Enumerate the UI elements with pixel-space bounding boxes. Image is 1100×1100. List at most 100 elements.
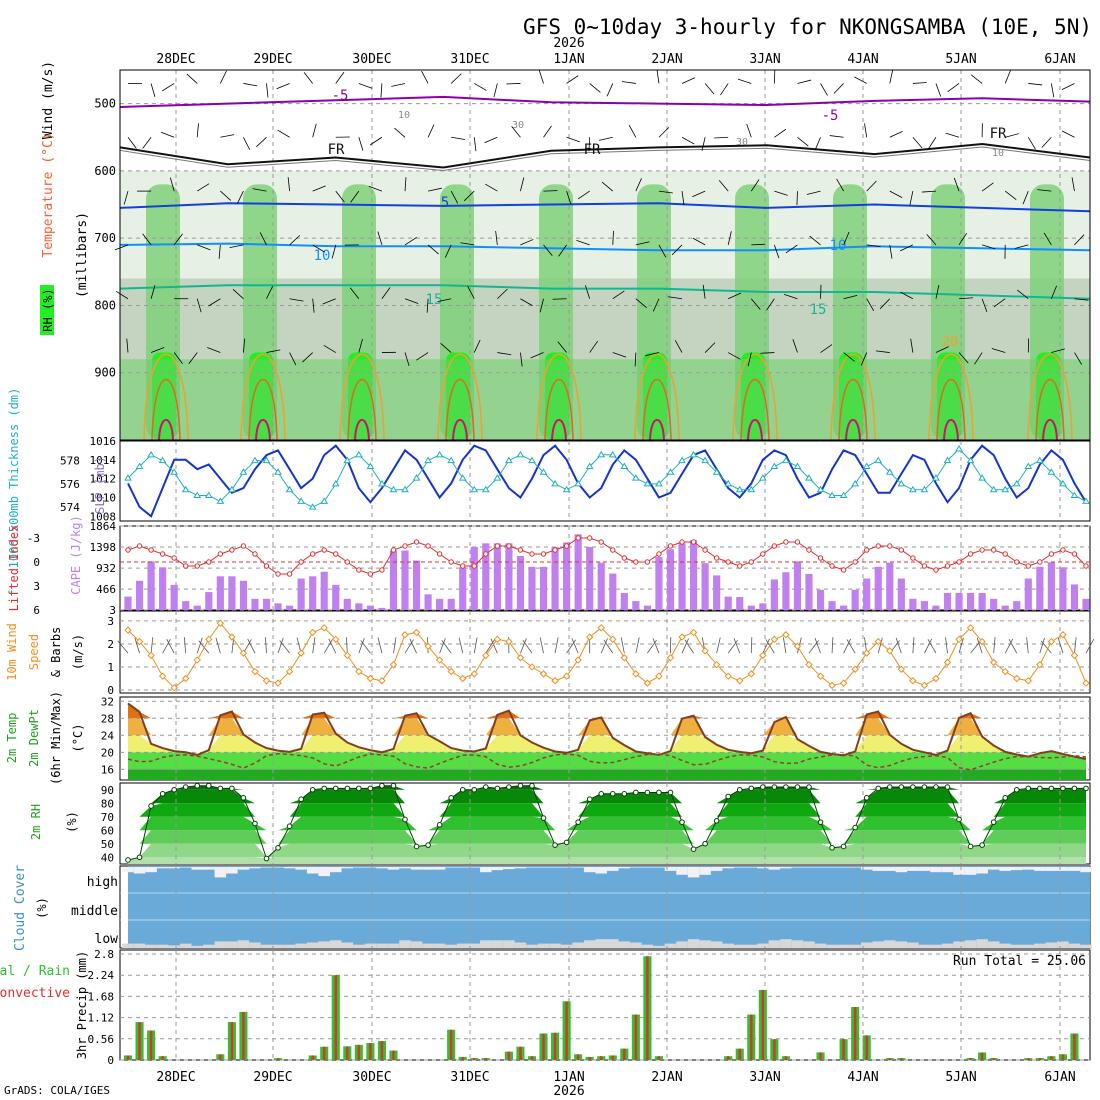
high-cloud-gap [676, 867, 688, 875]
precip-tick-label: 1.12 [88, 1012, 115, 1025]
thickness-point [447, 456, 456, 464]
bottom-day-label: 31DEC [450, 1070, 489, 1085]
isotherm-30-loop [452, 419, 468, 441]
rh-point [1060, 785, 1066, 792]
rh-point [944, 784, 951, 790]
thickness-point [262, 456, 271, 464]
wind-barb [421, 70, 429, 84]
surface-wind-barb [473, 637, 478, 654]
cape-bar [574, 534, 582, 610]
thickness-point [943, 456, 952, 464]
precip-convective-bar [380, 1041, 384, 1060]
temp-axis-label-4: (°C) [71, 724, 85, 753]
rh-point [725, 793, 731, 800]
low-cloud-fill [329, 940, 342, 948]
high-cloud-gap [780, 867, 792, 869]
li-point [252, 551, 258, 557]
li-point [852, 559, 858, 565]
surface-wind-barb [360, 640, 371, 654]
cape-bar [447, 598, 455, 610]
wind-barb [369, 136, 383, 146]
bottom-time-axis: 28DEC 29DEC 30DEC 31DEC 1JAN 2JAN 3JAN 4JAN 5JAN… [156, 1070, 1075, 1099]
wind-barb [1051, 348, 1066, 353]
li-point [1025, 563, 1031, 569]
surface-wind-barb [166, 638, 175, 654]
precip-convective-bar [530, 1056, 534, 1060]
low-cloud-fill [283, 944, 296, 948]
isotherm-25-loop [740, 378, 770, 441]
low-cloud-fill [260, 944, 273, 948]
thickness-point [505, 456, 513, 464]
temp-axis-label-2: 2m DewPt [27, 709, 41, 767]
low-cloud-fill [1080, 944, 1092, 948]
low-cloud-fill [179, 943, 192, 948]
wind-barb [792, 339, 798, 353]
thickness-point [378, 479, 386, 487]
low-cloud-fill [607, 939, 619, 948]
precip-convective-bar [738, 1048, 741, 1060]
isotherm-25-loop [642, 378, 672, 441]
cape-tick-label: 1864 [90, 520, 117, 533]
surface-wind-barb [247, 638, 256, 654]
wind-barb [889, 69, 894, 84]
li-point [1037, 559, 1043, 565]
li-point [760, 551, 766, 557]
wind-barb [173, 352, 183, 364]
wind-speed-point [516, 654, 525, 662]
cape-bar [1082, 598, 1090, 610]
surface-wind-barb [328, 638, 337, 654]
surface-wind-barb [393, 637, 397, 654]
wind-speed-point [528, 663, 536, 671]
high-cloud-gap [456, 867, 469, 868]
wind-barb [750, 179, 760, 192]
low-cloud-fill [964, 940, 977, 948]
surface-wind-barb [1085, 638, 1095, 654]
precip-convective-bar [773, 1039, 776, 1060]
high-cloud-gap [699, 867, 711, 875]
cape-bar [851, 589, 859, 610]
surface-wind-barb [1074, 637, 1077, 654]
top-day-label: 3JAN [749, 52, 780, 67]
thickness-point [412, 474, 421, 481]
cape-lifted-index-panel: 3 466 932 1398 1864 -3 0 3 6 Lifted Index CAPE (J/… [7, 515, 1091, 617]
low-cloud-fill [295, 943, 307, 948]
li-point [783, 539, 789, 545]
cloud-base-fill [128, 866, 1090, 948]
thickness-point [701, 456, 709, 464]
wind-speed-point [747, 670, 755, 678]
wind-speed-point [158, 672, 167, 680]
low-cloud-fill [503, 940, 515, 948]
high-cloud-gap [618, 867, 631, 869]
surface-wind-barb [490, 638, 498, 654]
high-cloud-gap [260, 867, 273, 868]
rh-point [1071, 785, 1078, 792]
thickness-point [458, 474, 467, 481]
high-cloud-gap [687, 867, 700, 878]
high-cloud-gap [203, 867, 215, 870]
wind-barb [463, 190, 475, 202]
wind-barb [843, 294, 858, 300]
high-cloud-gap [884, 867, 896, 871]
wind-barb [1051, 285, 1057, 299]
precip-convective-bar [565, 1001, 568, 1060]
contour-label: 15 [810, 302, 827, 318]
surface-wind-barb [162, 638, 171, 654]
wind-barb [959, 297, 974, 300]
rh-point [736, 786, 743, 793]
rh-point [840, 843, 847, 850]
upper-frame [119, 69, 1091, 441]
wind-barb [766, 298, 775, 311]
cape-bar [897, 578, 905, 610]
rh-point [240, 795, 247, 801]
thickness-point [770, 462, 779, 469]
thickness-point [1012, 479, 1021, 487]
wind-speed-point [609, 635, 617, 644]
cape-bar [655, 556, 663, 610]
wind-speed-point [724, 672, 732, 680]
wind-barb [864, 123, 868, 138]
wind-barb [485, 183, 498, 192]
wind-barb [539, 298, 544, 313]
rh-point [921, 784, 928, 790]
wind-speed-point [1070, 651, 1079, 660]
rh-point [356, 785, 362, 792]
